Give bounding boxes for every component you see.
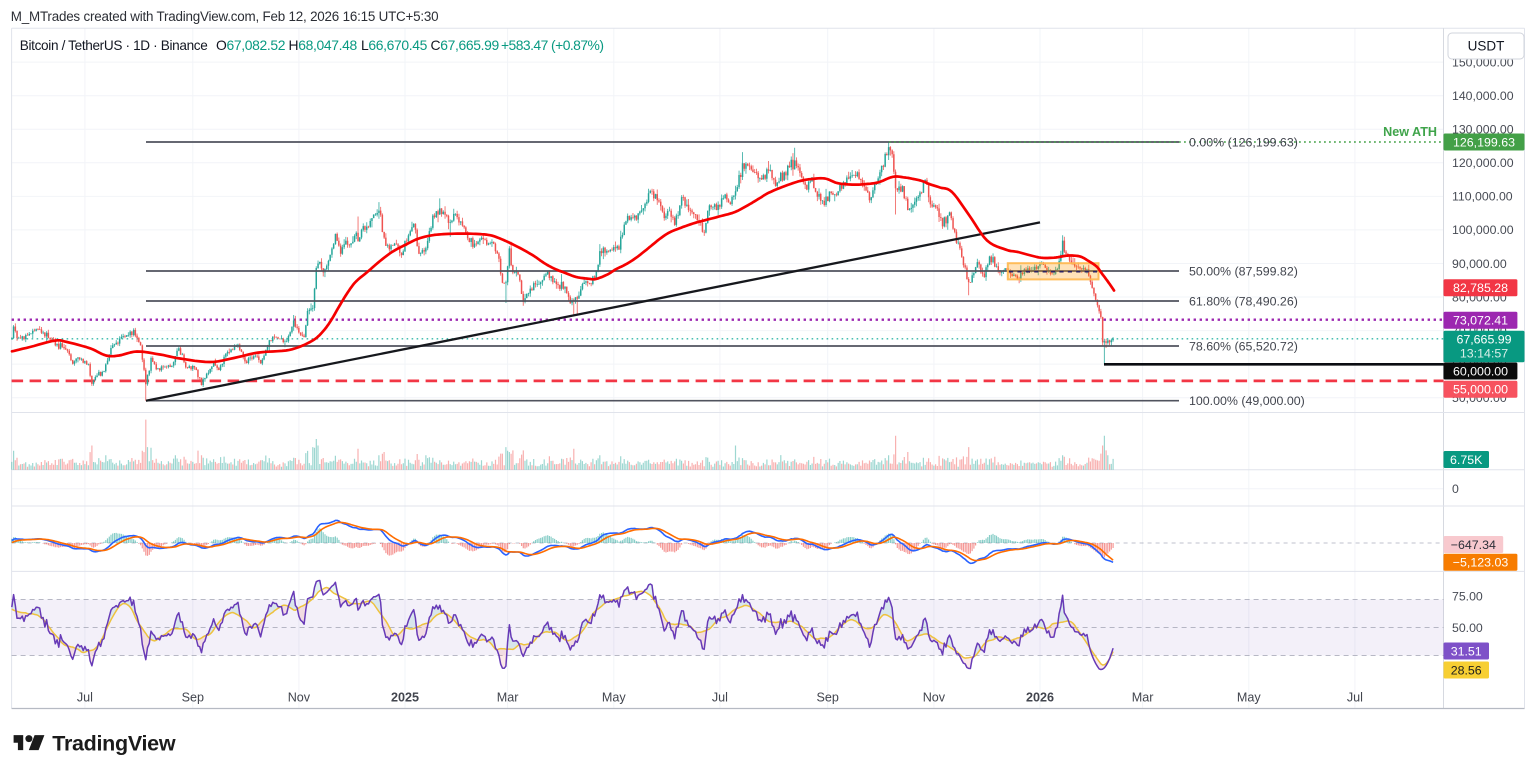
svg-text:Nov: Nov xyxy=(288,691,311,705)
svg-text:50.00: 50.00 xyxy=(1452,621,1483,635)
svg-text:C67,665.99: C67,665.99 xyxy=(431,37,500,53)
svg-text:78.60% (65,520.72): 78.60% (65,520.72) xyxy=(1189,339,1298,353)
svg-text:120,000.00: 120,000.00 xyxy=(1452,156,1514,170)
svg-text:−5,123.03: −5,123.03 xyxy=(1453,556,1509,570)
svg-text:Sep: Sep xyxy=(182,691,204,705)
svg-text:Bitcoin / TetherUS · 1D · Bina: Bitcoin / TetherUS · 1D · Binance xyxy=(20,38,208,53)
svg-text:2026: 2026 xyxy=(1026,691,1054,705)
svg-text:Jul: Jul xyxy=(77,691,93,705)
svg-text:60,000.00: 60,000.00 xyxy=(1453,364,1508,378)
svg-text:O67,082.52: O67,082.52 xyxy=(216,37,286,53)
svg-text:L66,670.45: L66,670.45 xyxy=(361,37,428,53)
svg-text:−647.34: −647.34 xyxy=(1451,538,1496,552)
svg-text:61.80% (78,490.26): 61.80% (78,490.26) xyxy=(1189,294,1298,308)
svg-text:28.56: 28.56 xyxy=(1451,663,1482,677)
svg-text:May: May xyxy=(602,691,626,705)
svg-text:13:14:57: 13:14:57 xyxy=(1460,347,1508,361)
svg-text:126,199.63: 126,199.63 xyxy=(1453,135,1515,149)
svg-text:2025: 2025 xyxy=(391,691,419,705)
svg-text:75.00: 75.00 xyxy=(1452,589,1483,603)
svg-text:31.51: 31.51 xyxy=(1451,644,1482,658)
svg-text:Mar: Mar xyxy=(1132,691,1154,705)
svg-text:140,000.00: 140,000.00 xyxy=(1452,89,1514,103)
svg-text:73,072.41: 73,072.41 xyxy=(1453,314,1508,328)
svg-text:100,000.00: 100,000.00 xyxy=(1452,223,1514,237)
svg-text:Sep: Sep xyxy=(816,691,838,705)
svg-text:50.00% (87,599.82): 50.00% (87,599.82) xyxy=(1189,264,1298,278)
svg-text:100.00% (49,000.00): 100.00% (49,000.00) xyxy=(1189,394,1305,408)
svg-text:Nov: Nov xyxy=(923,691,946,705)
svg-text:82,785.28: 82,785.28 xyxy=(1453,281,1508,295)
svg-text:M_MTrades created with Trading: M_MTrades created with TradingView.com, … xyxy=(11,9,439,24)
svg-text:0: 0 xyxy=(1452,482,1459,496)
svg-text:May: May xyxy=(1237,691,1261,705)
svg-text:TradingView: TradingView xyxy=(52,732,176,756)
svg-text:New ATH: New ATH xyxy=(1383,125,1437,139)
svg-text:+583.47 (+0.87%): +583.47 (+0.87%) xyxy=(501,37,603,53)
svg-text:55,000.00: 55,000.00 xyxy=(1453,383,1508,397)
svg-text:Jul: Jul xyxy=(1347,691,1363,705)
svg-text:H68,047.48: H68,047.48 xyxy=(289,37,358,53)
svg-text:Jul: Jul xyxy=(712,691,728,705)
svg-text:67,665.99: 67,665.99 xyxy=(1456,332,1511,346)
svg-text:6.75K: 6.75K xyxy=(1450,453,1483,467)
svg-text:90,000.00: 90,000.00 xyxy=(1452,257,1507,271)
svg-text:110,000.00: 110,000.00 xyxy=(1452,190,1513,204)
svg-text:USDT: USDT xyxy=(1468,39,1505,54)
svg-text:Mar: Mar xyxy=(497,691,519,705)
svg-text:130,000.00: 130,000.00 xyxy=(1452,123,1514,137)
svg-text:0.00% (126,199.63): 0.00% (126,199.63) xyxy=(1189,135,1298,149)
